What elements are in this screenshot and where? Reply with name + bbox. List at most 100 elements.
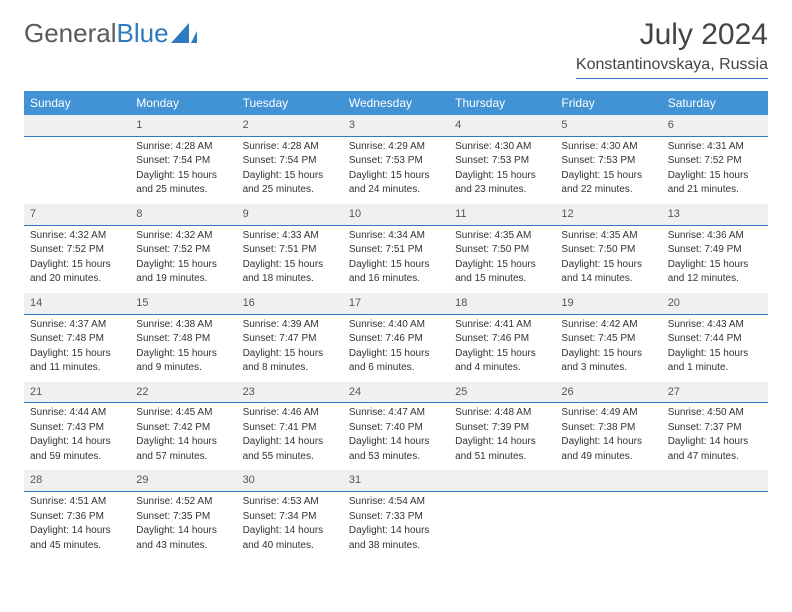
day-number: 9 [237, 204, 343, 226]
day-day1: Daylight: 15 hours [455, 258, 549, 272]
day-day1: Daylight: 15 hours [668, 258, 762, 272]
day-body: Sunrise: 4:38 AMSunset: 7:48 PMDaylight:… [130, 315, 236, 382]
day-sunset: Sunset: 7:34 PM [243, 510, 337, 524]
day-day1: Daylight: 14 hours [243, 435, 337, 449]
day-sunset: Sunset: 7:50 PM [455, 243, 549, 257]
day-sunset: Sunset: 7:40 PM [349, 421, 443, 435]
day-day2: and 15 minutes. [455, 272, 549, 286]
day-day1: Daylight: 14 hours [349, 524, 443, 538]
day-day2: and 9 minutes. [136, 361, 230, 375]
calendar-day-cell: 16Sunrise: 4:39 AMSunset: 7:47 PMDayligh… [237, 293, 343, 382]
day-sunset: Sunset: 7:45 PM [561, 332, 655, 346]
day-body: Sunrise: 4:36 AMSunset: 7:49 PMDaylight:… [662, 226, 768, 293]
logo-text-blue: Blue [117, 18, 169, 49]
day-body: Sunrise: 4:53 AMSunset: 7:34 PMDaylight:… [237, 492, 343, 559]
day-number: 20 [662, 293, 768, 315]
day-body: Sunrise: 4:43 AMSunset: 7:44 PMDaylight:… [662, 315, 768, 382]
day-sunrise: Sunrise: 4:38 AM [136, 318, 230, 332]
day-sunrise: Sunrise: 4:40 AM [349, 318, 443, 332]
day-day1: Daylight: 15 hours [455, 169, 549, 183]
day-body: Sunrise: 4:47 AMSunset: 7:40 PMDaylight:… [343, 403, 449, 470]
day-day2: and 24 minutes. [349, 183, 443, 197]
day-sunrise: Sunrise: 4:29 AM [349, 140, 443, 154]
day-day1: Daylight: 14 hours [243, 524, 337, 538]
day-day1: Daylight: 15 hours [349, 169, 443, 183]
day-sunrise: Sunrise: 4:49 AM [561, 406, 655, 420]
day-day2: and 23 minutes. [455, 183, 549, 197]
calendar-day-cell: 2Sunrise: 4:28 AMSunset: 7:54 PMDaylight… [237, 115, 343, 204]
day-day1: Daylight: 15 hours [668, 169, 762, 183]
calendar-day-cell: 12Sunrise: 4:35 AMSunset: 7:50 PMDayligh… [555, 204, 661, 293]
day-number: 10 [343, 204, 449, 226]
day-body: Sunrise: 4:42 AMSunset: 7:45 PMDaylight:… [555, 315, 661, 382]
day-day1: Daylight: 14 hours [136, 524, 230, 538]
day-sunrise: Sunrise: 4:35 AM [455, 229, 549, 243]
calendar-body: 1Sunrise: 4:28 AMSunset: 7:54 PMDaylight… [24, 115, 768, 559]
day-number: 3 [343, 115, 449, 137]
day-day1: Daylight: 15 hours [668, 347, 762, 361]
day-sunset: Sunset: 7:52 PM [136, 243, 230, 257]
day-sunset: Sunset: 7:51 PM [349, 243, 443, 257]
day-sunset: Sunset: 7:41 PM [243, 421, 337, 435]
calendar-day-cell: 9Sunrise: 4:33 AMSunset: 7:51 PMDaylight… [237, 204, 343, 293]
day-number-empty [555, 470, 661, 492]
day-day2: and 40 minutes. [243, 539, 337, 553]
day-day1: Daylight: 15 hours [136, 169, 230, 183]
day-number: 15 [130, 293, 236, 315]
day-number-empty [449, 470, 555, 492]
calendar-day-cell: 8Sunrise: 4:32 AMSunset: 7:52 PMDaylight… [130, 204, 236, 293]
calendar-day-cell: 29Sunrise: 4:52 AMSunset: 7:35 PMDayligh… [130, 470, 236, 559]
calendar-day-cell: 17Sunrise: 4:40 AMSunset: 7:46 PMDayligh… [343, 293, 449, 382]
day-sunrise: Sunrise: 4:43 AM [668, 318, 762, 332]
calendar-day-cell: 23Sunrise: 4:46 AMSunset: 7:41 PMDayligh… [237, 382, 343, 471]
day-body: Sunrise: 4:41 AMSunset: 7:46 PMDaylight:… [449, 315, 555, 382]
day-sunrise: Sunrise: 4:30 AM [561, 140, 655, 154]
day-number: 21 [24, 382, 130, 404]
calendar-day-cell: 20Sunrise: 4:43 AMSunset: 7:44 PMDayligh… [662, 293, 768, 382]
day-day1: Daylight: 15 hours [136, 258, 230, 272]
day-sunrise: Sunrise: 4:32 AM [136, 229, 230, 243]
day-number: 1 [130, 115, 236, 137]
day-day1: Daylight: 15 hours [349, 347, 443, 361]
day-number: 4 [449, 115, 555, 137]
weekday-header-row: SundayMondayTuesdayWednesdayThursdayFrid… [24, 91, 768, 115]
day-day1: Daylight: 15 hours [136, 347, 230, 361]
day-day2: and 47 minutes. [668, 450, 762, 464]
day-day1: Daylight: 15 hours [30, 258, 124, 272]
calendar-day-cell: 18Sunrise: 4:41 AMSunset: 7:46 PMDayligh… [449, 293, 555, 382]
day-sunrise: Sunrise: 4:36 AM [668, 229, 762, 243]
day-day2: and 25 minutes. [243, 183, 337, 197]
day-day1: Daylight: 14 hours [349, 435, 443, 449]
day-day2: and 18 minutes. [243, 272, 337, 286]
day-day1: Daylight: 14 hours [30, 435, 124, 449]
calendar-day-cell: 11Sunrise: 4:35 AMSunset: 7:50 PMDayligh… [449, 204, 555, 293]
calendar-day-cell: 28Sunrise: 4:51 AMSunset: 7:36 PMDayligh… [24, 470, 130, 559]
weekday-header: Wednesday [343, 91, 449, 115]
calendar-day-cell: 24Sunrise: 4:47 AMSunset: 7:40 PMDayligh… [343, 382, 449, 471]
day-number: 25 [449, 382, 555, 404]
day-sunrise: Sunrise: 4:51 AM [30, 495, 124, 509]
logo: GeneralBlue [24, 18, 197, 49]
day-number: 31 [343, 470, 449, 492]
day-body: Sunrise: 4:51 AMSunset: 7:36 PMDaylight:… [24, 492, 130, 559]
day-sunrise: Sunrise: 4:44 AM [30, 406, 124, 420]
day-sunset: Sunset: 7:42 PM [136, 421, 230, 435]
day-body: Sunrise: 4:52 AMSunset: 7:35 PMDaylight:… [130, 492, 236, 559]
calendar-day-cell [449, 470, 555, 559]
day-day2: and 6 minutes. [349, 361, 443, 375]
day-number: 7 [24, 204, 130, 226]
day-day2: and 8 minutes. [243, 361, 337, 375]
day-body: Sunrise: 4:54 AMSunset: 7:33 PMDaylight:… [343, 492, 449, 559]
day-day1: Daylight: 15 hours [455, 347, 549, 361]
day-sunrise: Sunrise: 4:33 AM [243, 229, 337, 243]
calendar-day-cell: 6Sunrise: 4:31 AMSunset: 7:52 PMDaylight… [662, 115, 768, 204]
calendar-week-row: 28Sunrise: 4:51 AMSunset: 7:36 PMDayligh… [24, 470, 768, 559]
day-sunset: Sunset: 7:39 PM [455, 421, 549, 435]
day-day2: and 12 minutes. [668, 272, 762, 286]
calendar-week-row: 7Sunrise: 4:32 AMSunset: 7:52 PMDaylight… [24, 204, 768, 293]
day-day2: and 38 minutes. [349, 539, 443, 553]
day-number-empty [24, 115, 130, 137]
day-body: Sunrise: 4:30 AMSunset: 7:53 PMDaylight:… [449, 137, 555, 204]
day-day1: Daylight: 15 hours [561, 169, 655, 183]
calendar-day-cell: 13Sunrise: 4:36 AMSunset: 7:49 PMDayligh… [662, 204, 768, 293]
